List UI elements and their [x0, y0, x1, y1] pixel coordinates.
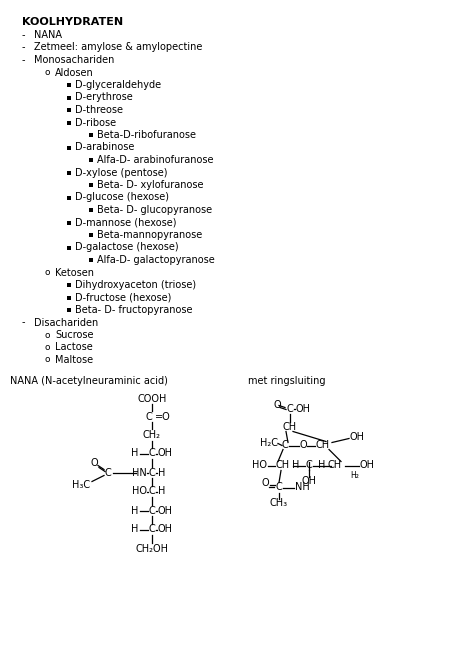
Text: H: H — [131, 505, 138, 515]
Text: O: O — [273, 401, 281, 411]
Text: O: O — [90, 458, 98, 468]
Text: Aldosen: Aldosen — [55, 68, 94, 78]
Text: D-arabinose: D-arabinose — [75, 143, 134, 153]
Text: o: o — [45, 343, 51, 352]
Text: NH: NH — [295, 482, 310, 492]
Text: CH: CH — [328, 460, 342, 470]
Text: NANA: NANA — [34, 30, 62, 40]
Text: Beta-mannopyranose: Beta-mannopyranose — [97, 230, 202, 240]
Text: o: o — [45, 68, 51, 77]
Text: D-glyceraldehyde: D-glyceraldehyde — [75, 80, 161, 90]
Text: D-fructose (hexose): D-fructose (hexose) — [75, 293, 172, 302]
Text: -: - — [22, 42, 26, 52]
Text: OH: OH — [360, 460, 375, 470]
Text: Beta- D- glucopyranose: Beta- D- glucopyranose — [97, 205, 212, 215]
Text: Maltose: Maltose — [55, 355, 93, 365]
Text: C: C — [105, 468, 111, 478]
Text: C: C — [149, 505, 155, 515]
Text: H: H — [131, 525, 138, 535]
Text: C: C — [149, 448, 155, 458]
Text: o: o — [45, 268, 51, 277]
Text: HN: HN — [132, 468, 147, 478]
Text: H: H — [318, 460, 325, 470]
Text: Disachariden: Disachariden — [34, 318, 98, 328]
Text: met ringsluiting: met ringsluiting — [248, 375, 326, 385]
Text: H: H — [158, 486, 165, 496]
Text: KOOLHYDRATEN: KOOLHYDRATEN — [22, 17, 123, 27]
Text: H₃C: H₃C — [72, 480, 90, 490]
Text: H₂C: H₂C — [260, 438, 278, 448]
Text: CH: CH — [276, 460, 290, 470]
Text: OH: OH — [301, 476, 317, 486]
Text: Beta- D- xylofuranose: Beta- D- xylofuranose — [97, 180, 203, 190]
Text: C: C — [149, 486, 155, 496]
Text: D-xylose (pentose): D-xylose (pentose) — [75, 168, 167, 178]
Text: Beta- D- fructopyranose: Beta- D- fructopyranose — [75, 305, 192, 315]
Text: OH: OH — [350, 433, 365, 442]
Text: H: H — [131, 448, 138, 458]
Text: Lactose: Lactose — [55, 342, 93, 352]
Text: -: - — [22, 30, 26, 40]
Text: C: C — [282, 440, 288, 450]
Text: -: - — [22, 55, 26, 65]
Text: COOH: COOH — [137, 393, 167, 403]
Text: Dihydroxyaceton (triose): Dihydroxyaceton (triose) — [75, 280, 196, 290]
Text: D-mannose (hexose): D-mannose (hexose) — [75, 218, 176, 228]
Text: OH: OH — [158, 525, 173, 535]
Text: H: H — [292, 460, 299, 470]
Text: =O: =O — [155, 411, 171, 421]
Text: D-ribose: D-ribose — [75, 117, 116, 127]
Text: D-galactose (hexose): D-galactose (hexose) — [75, 243, 179, 253]
Text: H: H — [158, 468, 165, 478]
Text: Zetmeel: amylose & amylopectine: Zetmeel: amylose & amylopectine — [34, 42, 202, 52]
Text: OH: OH — [158, 505, 173, 515]
Text: o: o — [45, 330, 51, 340]
Text: CH₃: CH₃ — [270, 498, 288, 509]
Text: HO: HO — [252, 460, 267, 470]
Text: D-threose: D-threose — [75, 105, 123, 115]
Text: H₂: H₂ — [351, 471, 359, 480]
Text: C: C — [146, 411, 152, 421]
Text: CH: CH — [316, 440, 330, 450]
Text: Monosachariden: Monosachariden — [34, 55, 114, 65]
Text: C: C — [149, 468, 155, 478]
Text: o: o — [45, 356, 51, 364]
Text: OH: OH — [296, 403, 311, 413]
Text: CH₂OH: CH₂OH — [136, 543, 168, 553]
Text: C: C — [275, 482, 283, 492]
Text: -: - — [22, 318, 26, 328]
Text: Ketosen: Ketosen — [55, 267, 94, 277]
Text: OH: OH — [158, 448, 173, 458]
Text: C: C — [306, 460, 312, 470]
Text: O: O — [261, 478, 269, 488]
Text: NANA (N-acetylneuraminic acid): NANA (N-acetylneuraminic acid) — [10, 375, 168, 385]
Text: Alfa-D- arabinofuranose: Alfa-D- arabinofuranose — [97, 155, 213, 165]
Text: D-glucose (hexose): D-glucose (hexose) — [75, 192, 169, 202]
Text: CH: CH — [283, 423, 297, 433]
Text: Beta-D-ribofuranose: Beta-D-ribofuranose — [97, 130, 196, 140]
Text: Alfa-D- galactopyranose: Alfa-D- galactopyranose — [97, 255, 215, 265]
Text: D-erythrose: D-erythrose — [75, 92, 133, 103]
Text: C: C — [149, 525, 155, 535]
Text: C: C — [287, 403, 293, 413]
Text: CH₂: CH₂ — [143, 429, 161, 440]
Text: O: O — [299, 440, 307, 450]
Text: HO: HO — [132, 486, 147, 496]
Text: Sucrose: Sucrose — [55, 330, 93, 340]
